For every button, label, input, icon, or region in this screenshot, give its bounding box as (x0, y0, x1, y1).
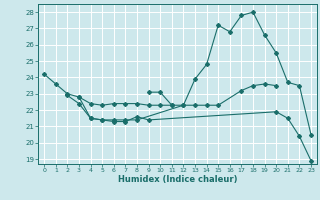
X-axis label: Humidex (Indice chaleur): Humidex (Indice chaleur) (118, 175, 237, 184)
